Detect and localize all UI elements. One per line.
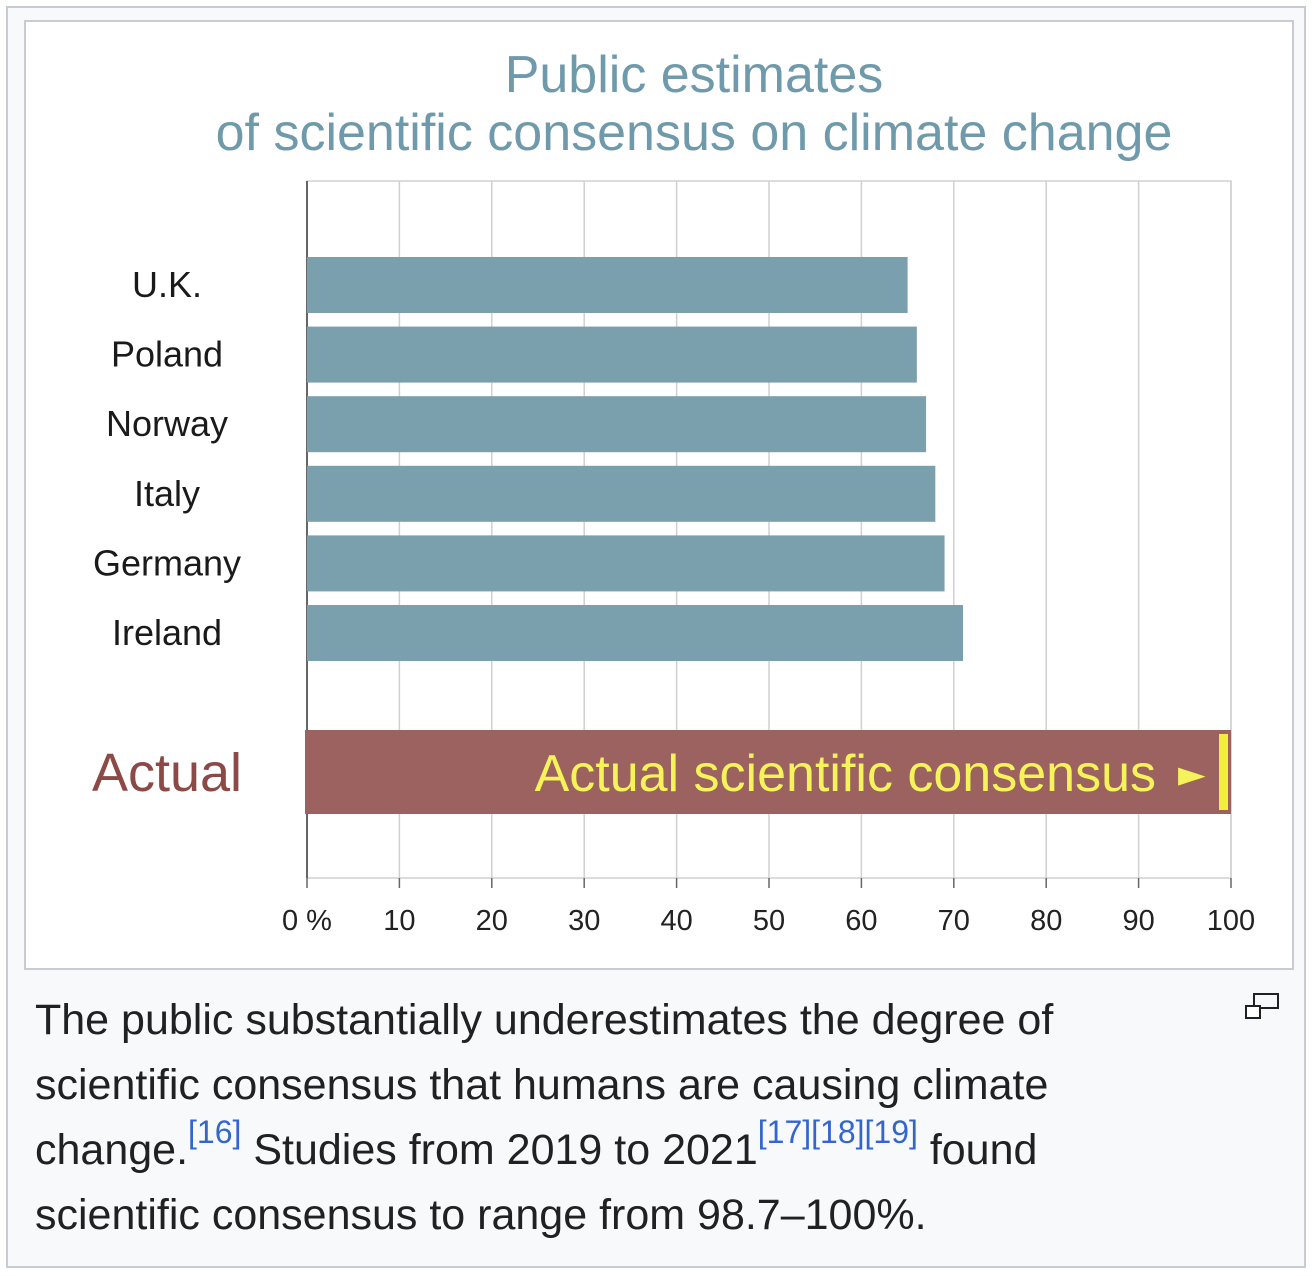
x-tick-label: 100 [1207, 905, 1255, 937]
chart-title-line-2: of scientific consensus on climate chang… [216, 104, 1173, 162]
category-label: Italy [134, 473, 200, 514]
bar-germany [307, 535, 945, 592]
actual-marker [1219, 734, 1228, 810]
x-tick-label: 50 [753, 905, 785, 937]
bar-norway [307, 396, 927, 453]
x-tick-label: 10 [383, 905, 415, 937]
category-label: Germany [93, 542, 241, 583]
chart-title-line-1: Public estimates [505, 46, 884, 104]
actual-label: Actual [92, 743, 242, 803]
enlarge-icon[interactable] [1244, 992, 1280, 1022]
caption-text-3: found scientific consensus to range from… [35, 1126, 1038, 1239]
citation-link-17[interactable]: [17] [757, 1113, 812, 1150]
x-tick-label: 40 [660, 905, 692, 937]
x-tick-label: 0 % [282, 905, 332, 937]
citation-link-16[interactable]: [16] [188, 1113, 242, 1150]
actual-arrow-icon: ► [1178, 754, 1206, 795]
bar-ireland [307, 605, 964, 661]
caption-text-1: The public substantially underestimates … [35, 996, 1054, 1174]
figure-thumbnail: Public estimates of scientific consensus … [6, 6, 1306, 1268]
figure-caption: The public substantially underestimates … [35, 988, 1195, 1248]
actual-bar-text: Actual scientific consensus [535, 745, 1156, 803]
x-tick-label: 70 [938, 905, 970, 937]
category-label: Poland [111, 334, 223, 375]
category-label: Norway [106, 403, 228, 444]
chart-frame[interactable]: Public estimates of scientific consensus … [24, 20, 1294, 970]
category-label: U.K. [132, 264, 202, 305]
x-tick-label: 60 [845, 905, 877, 937]
bar-poland [307, 326, 917, 383]
citation-link-18[interactable]: [18] [811, 1113, 865, 1150]
actual-bar [305, 730, 1231, 814]
bar-u-k [307, 257, 908, 313]
citation-link-19[interactable]: [19] [864, 1113, 918, 1150]
x-tick-label: 30 [568, 905, 600, 937]
caption-text-2: Studies from 2019 to 2021 [241, 1126, 758, 1174]
category-label: Ireland [112, 612, 222, 653]
bar-italy [307, 465, 936, 522]
x-tick-label: 20 [476, 905, 508, 937]
x-tick-label: 90 [1122, 905, 1154, 937]
x-tick-label: 80 [1030, 905, 1062, 937]
